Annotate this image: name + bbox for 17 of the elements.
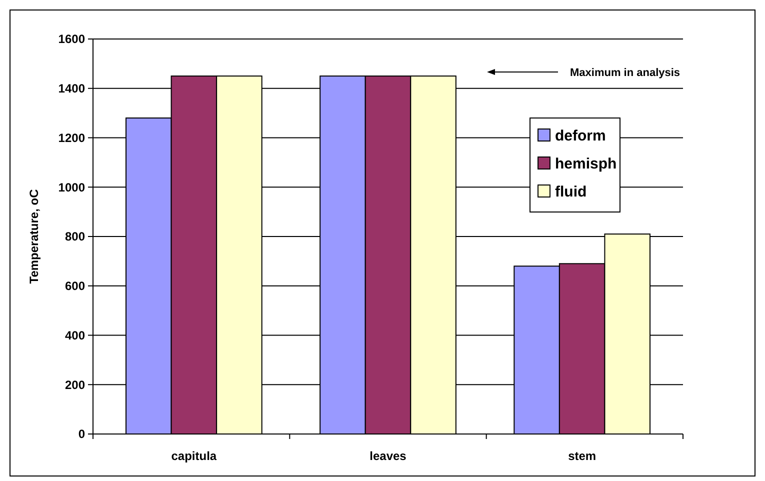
x-tick-label: stem: [568, 449, 596, 463]
legend-label: deform: [555, 127, 606, 144]
y-tick-label: 1400: [58, 82, 86, 96]
annotation: Maximum in analysis: [570, 66, 680, 79]
x-tick-label: capitula: [171, 449, 217, 463]
y-tick-label: 0: [78, 427, 86, 442]
y-tick-label: 1200: [58, 130, 86, 145]
x-tick-label: leaves: [370, 449, 407, 463]
y-tick-label: 1600: [58, 32, 86, 46]
legend-label: fluid: [555, 183, 587, 200]
y-tick-label: 600: [64, 279, 86, 294]
y-tick-label: 200: [64, 378, 86, 392]
y-axis-title: Temperature, oC: [27, 188, 41, 284]
y-tick-label: 400: [64, 328, 86, 342]
y-tick-label: 1000: [58, 180, 86, 194]
legend-label: hemisph: [555, 155, 617, 172]
y-tick-label: 800: [64, 230, 86, 244]
